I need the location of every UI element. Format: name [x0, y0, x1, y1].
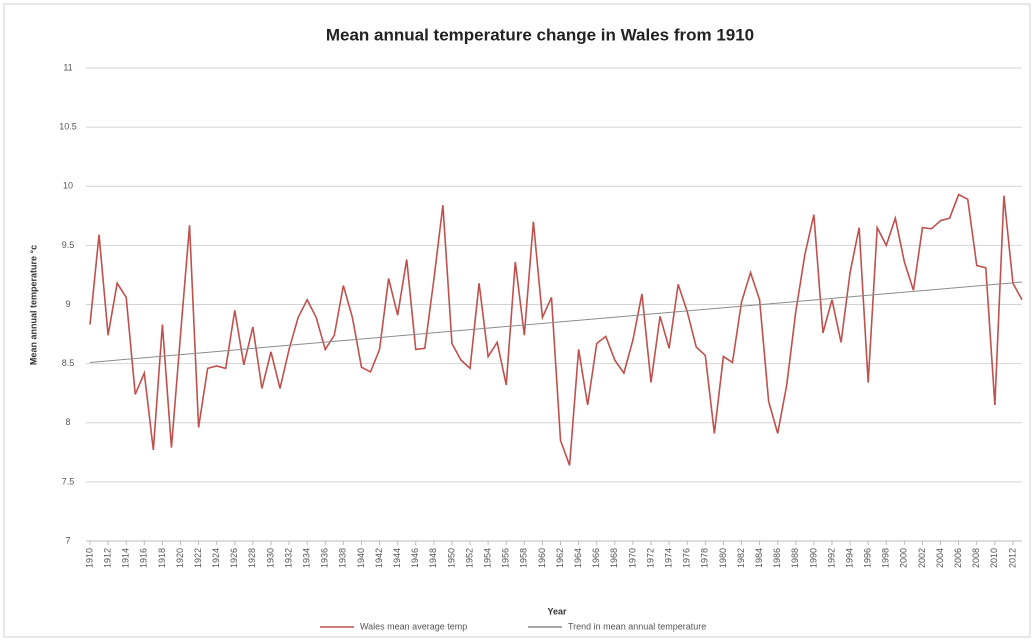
y-axis-title: Mean annual temperature °c: [28, 245, 38, 365]
x-tick-label: 1954: [483, 548, 493, 568]
x-tick-label: 1998: [881, 548, 891, 568]
y-tick-label: 8.5: [62, 358, 75, 368]
x-tick-label: 1982: [736, 548, 746, 568]
x-tick-label: 1942: [374, 548, 384, 568]
chart-title: Mean annual temperature change in Wales …: [326, 25, 754, 44]
x-tick-label: 1936: [320, 548, 330, 568]
x-tick-label: 1946: [410, 548, 420, 568]
x-tick-label: 1984: [754, 548, 764, 568]
x-tick-label: 1948: [428, 548, 438, 568]
x-tick-label: 1918: [157, 548, 167, 568]
x-tick-label: 1976: [682, 548, 692, 568]
y-tick-label: 10: [63, 181, 73, 191]
y-tick-label: 11: [63, 62, 72, 72]
x-tick-label: 2000: [899, 548, 909, 568]
x-tick-label: 1940: [356, 548, 366, 568]
x-tick-label: 1910: [84, 548, 94, 568]
x-tick-label: 1990: [808, 548, 818, 568]
x-tick-label: 1950: [446, 548, 456, 568]
series-line: [89, 281, 1023, 363]
x-tick-label: 1934: [302, 548, 312, 568]
x-tick-label: 1914: [121, 548, 131, 568]
y-tick-label: 8: [65, 417, 70, 427]
x-tick-label: 1968: [609, 548, 619, 568]
x-tick-label: 1912: [102, 548, 112, 568]
x-tick-label: 1922: [193, 548, 203, 568]
x-tick-label: 1958: [519, 548, 529, 568]
x-tick-label: 1938: [338, 548, 348, 568]
x-tick-label: 2008: [971, 548, 981, 568]
x-tick-label: 2006: [953, 548, 963, 568]
chart-frame: [3, 3, 1031, 638]
x-tick-label: 1930: [265, 548, 275, 568]
x-tick-label: 1920: [175, 548, 185, 568]
x-tick-label: 1962: [555, 548, 565, 568]
x-tick-label: 1994: [844, 548, 854, 568]
legend-label: Wales mean average temp: [360, 621, 467, 631]
x-tick-label: 1992: [826, 548, 836, 568]
x-tick-label: 1966: [591, 548, 601, 568]
legend-label: Trend in mean annual temperature: [568, 621, 706, 631]
y-tick-label: 10.5: [59, 122, 77, 132]
y-tick-label: 9: [65, 299, 70, 309]
x-tick-label: 1960: [537, 548, 547, 568]
x-tick-label: 1964: [573, 548, 583, 568]
x-tick-label: 1956: [501, 548, 511, 568]
x-tick-label: 1916: [139, 548, 149, 568]
x-tick-label: 1988: [790, 548, 800, 568]
x-tick-label: 1952: [464, 548, 474, 568]
x-tick-label: 2010: [989, 548, 999, 568]
x-tick-label: 1996: [863, 548, 873, 568]
y-tick-label: 7: [65, 535, 70, 545]
x-tick-label: 1970: [627, 548, 637, 568]
x-tick-label: 2002: [917, 548, 927, 568]
x-tick-label: 2012: [1007, 548, 1017, 568]
y-tick-label: 9.5: [62, 240, 75, 250]
x-tick-label: 2004: [935, 548, 945, 568]
series-line: [89, 193, 1023, 466]
x-tick-label: 1928: [247, 548, 257, 568]
x-tick-label: 1980: [718, 548, 728, 568]
x-tick-label: 1986: [772, 548, 782, 568]
y-tick-label: 7.5: [62, 476, 75, 486]
x-axis-title: Year: [547, 606, 567, 616]
x-tick-label: 1974: [663, 548, 673, 568]
x-tick-label: 1926: [229, 548, 239, 568]
x-tick-label: 1924: [211, 548, 221, 568]
x-tick-label: 1972: [645, 548, 655, 568]
x-tick-label: 1978: [700, 548, 710, 568]
x-tick-label: 1932: [283, 548, 293, 568]
x-tick-label: 1944: [392, 548, 402, 568]
